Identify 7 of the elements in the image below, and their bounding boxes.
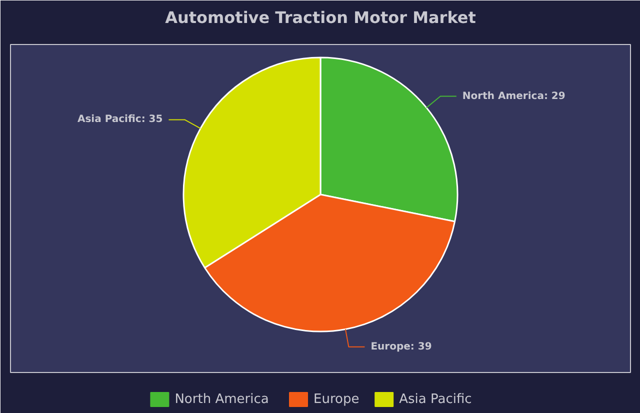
legend-label: North America (174, 392, 269, 407)
data-label: Asia Pacific: 35 (77, 114, 163, 126)
legend-label: Asia Pacific (399, 392, 472, 407)
data-label: North America: 29 (462, 90, 566, 102)
legend-label: Europe (314, 392, 360, 407)
chart-title: Automotive Traction Motor Market (165, 8, 476, 27)
data-label: Europe: 39 (370, 341, 432, 352)
